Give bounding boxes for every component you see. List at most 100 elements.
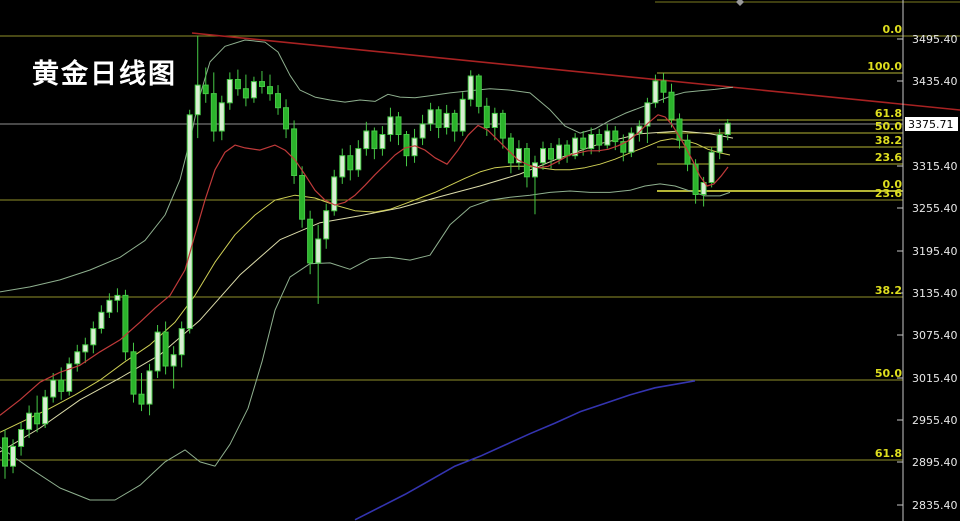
axis-label: 3075.40 [912,329,958,342]
axis-label: 3195.40 [912,245,958,258]
candle-body [146,370,153,405]
candle-body [499,112,506,139]
fib-minor-label-23.6[interactable]: 23.6 [875,151,902,164]
candle-body [347,155,354,171]
candle-body [548,148,554,160]
candle-body [339,155,346,178]
candle-body [523,148,530,178]
candle-body [620,141,627,153]
candle-body [427,109,434,125]
axis-label: 3315.40 [912,160,958,173]
candle-body [395,116,402,136]
fib-minor-label-0.0[interactable]: 0.0 [883,178,903,191]
candle-body [250,81,257,99]
candle-body [483,105,490,129]
candle-body [572,137,579,157]
candle-body [283,107,289,130]
candle-body [676,118,683,141]
candle-body [315,238,322,264]
axis-label: 3435.40 [912,75,958,88]
candle-body [18,429,25,447]
candle-body [90,328,97,346]
axis-label: 2895.40 [912,456,958,469]
candle-body [162,331,169,367]
candle-body [451,112,458,132]
ma-red-line [0,114,729,416]
candle-body [154,331,161,372]
candle-body [242,88,249,99]
ma-blue-line [354,380,696,521]
candle-body [355,148,362,171]
axis-label: 2955.40 [912,414,958,427]
drawing-handle-icon[interactable] [736,0,744,6]
fib-major-label-0.0[interactable]: 0.0 [883,23,903,36]
candle-body [178,328,185,356]
candle-body [323,210,330,240]
candle-body [234,79,241,90]
candle-body [210,93,217,132]
candle-body [652,80,659,104]
candle-body [291,128,298,176]
fib-major-label-61.8[interactable]: 61.8 [875,447,902,460]
candle-body [275,93,281,109]
axis-label: 2835.40 [912,499,958,512]
candle-body [515,148,522,164]
candle-body [122,294,129,353]
candle-body [130,351,137,395]
candle-body [459,98,466,132]
candle-body [170,354,177,367]
candle-body [668,91,675,120]
fib-major-label-38.2[interactable]: 38.2 [875,284,902,297]
candle-body [660,80,667,93]
ma-cream-line [0,130,734,453]
candle-body [74,351,81,365]
candle-body [475,75,482,107]
current-price-value: 3375.71 [908,118,954,131]
candle-body [532,162,538,178]
fib-major-label-50.0[interactable]: 50.0 [875,367,902,380]
candle-body [443,112,450,129]
candle-body [363,130,370,150]
candle-body [307,218,314,264]
candle-body [596,134,603,146]
candle-body [491,112,498,129]
fib-major-label-23.6[interactable]: 23.6 [875,187,902,200]
candle-body [628,132,635,153]
candle-body [708,151,715,183]
candle-body [724,122,731,135]
candle-body [580,137,587,150]
candle-body [419,123,426,139]
candle-body [467,75,474,100]
candle-body [716,134,723,153]
candle-body [194,84,201,116]
candle-body [403,134,410,157]
axis-label: 3135.40 [912,287,958,300]
candle-body [259,81,265,87]
candle-body [66,363,73,392]
candle-body [34,412,41,425]
candle-body [371,130,378,150]
candle-body [644,102,651,127]
candle-body [692,163,699,195]
candle-body [202,84,209,95]
candle-body [684,139,691,165]
candle-body [540,148,546,164]
fib-minor-label-100.0[interactable]: 100.0 [867,60,902,73]
trendline[interactable] [191,32,960,111]
fib-minor-label-50.0[interactable]: 50.0 [875,120,902,133]
candle-body [612,130,619,143]
candle-body [26,412,33,430]
current-price-box [905,117,958,131]
axis-label: 3015.40 [912,372,958,385]
candle-body [379,134,386,150]
candle-body [435,109,442,128]
fib-minor-label-61.8[interactable]: 61.8 [875,107,902,120]
fib-minor-label-38.2[interactable]: 38.2 [875,134,902,147]
candle-body [58,379,65,392]
candle-body [2,437,8,467]
candle-body [218,102,225,132]
boll-upper-line [0,39,734,293]
axis-label: 3495.40 [912,33,958,46]
